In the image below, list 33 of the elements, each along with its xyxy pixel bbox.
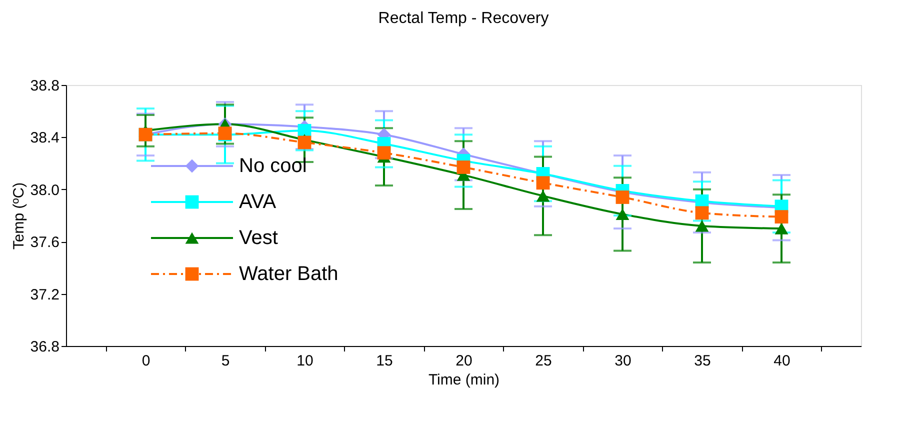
y-axis-title: Temp (ºC)	[10, 182, 28, 250]
point	[298, 136, 312, 150]
x-tick-label: 40	[774, 352, 790, 370]
point	[616, 190, 630, 204]
point	[377, 146, 391, 160]
x-tick-label: 20	[456, 352, 472, 370]
y-tick-label: 36.8	[30, 338, 60, 356]
legend-label: No cool	[239, 155, 307, 177]
legend-label: AVA	[239, 191, 277, 213]
x-tick-label: 30	[614, 352, 632, 370]
point	[536, 190, 550, 202]
x-tick-label: 10	[296, 352, 314, 370]
legend-label: Vest	[239, 227, 278, 249]
x-tick-label: 25	[535, 352, 552, 370]
y-tick-label: 38.0	[30, 182, 60, 199]
x-tick-label: 35	[694, 352, 711, 370]
legend-label: Water Bath	[239, 263, 338, 285]
chart-title: Rectal Temp - Recovery	[378, 10, 549, 27]
point	[536, 176, 550, 190]
y-tick-label: 37.2	[30, 286, 60, 304]
point	[774, 222, 788, 234]
point	[695, 220, 709, 232]
x-tick-label: 5	[221, 352, 230, 370]
x-axis-title: Time (min)	[428, 372, 500, 388]
y-tick-label: 38.4	[30, 130, 60, 147]
point	[695, 206, 709, 220]
x-tick-label: 0	[142, 352, 150, 370]
y-tick-label: 37.6	[30, 234, 60, 252]
point	[616, 208, 630, 220]
point	[456, 160, 470, 174]
point	[774, 210, 788, 224]
x-tick-label: 15	[376, 352, 393, 370]
y-tick-label: 38.8	[30, 78, 60, 94]
